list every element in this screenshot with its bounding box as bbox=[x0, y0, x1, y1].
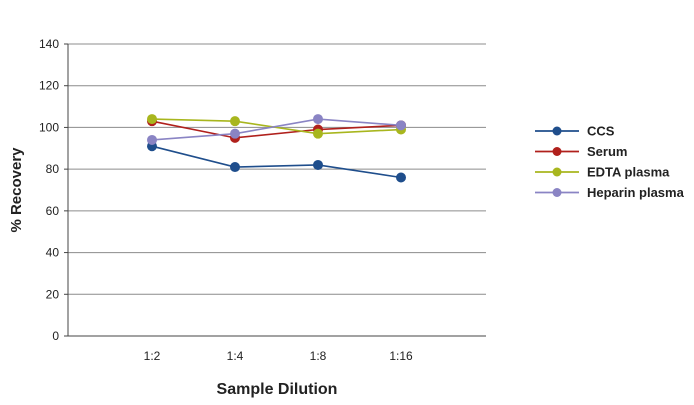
y-tick-label: 140 bbox=[39, 37, 59, 51]
y-tick-label: 40 bbox=[46, 246, 60, 260]
y-tick-label: 120 bbox=[39, 79, 59, 93]
legend-label: EDTA plasma bbox=[587, 165, 670, 180]
axes bbox=[64, 43, 486, 337]
legend-label: Heparin plasma bbox=[587, 185, 685, 200]
legend-item: Heparin plasma bbox=[535, 185, 685, 200]
x-tick-label: 1:4 bbox=[227, 349, 244, 363]
data-point bbox=[147, 114, 157, 125]
legend-marker bbox=[552, 126, 562, 136]
data-point bbox=[396, 120, 406, 131]
legend-item: Serum bbox=[535, 144, 627, 159]
y-tick-label: 100 bbox=[39, 120, 59, 134]
legend-item: CCS bbox=[535, 124, 615, 139]
y-tick-label: 0 bbox=[52, 329, 59, 343]
data-point bbox=[313, 128, 323, 139]
y-tick-label: 60 bbox=[46, 204, 60, 218]
y-tick-label: 20 bbox=[46, 287, 60, 301]
gridlines bbox=[68, 43, 486, 295]
series-line bbox=[151, 120, 402, 139]
series-line bbox=[151, 145, 402, 179]
series-heparin-plasma bbox=[147, 114, 406, 145]
x-tick-label: 1:16 bbox=[389, 349, 413, 363]
legend-item: EDTA plasma bbox=[535, 165, 670, 180]
legend-marker bbox=[552, 147, 562, 156]
series-line bbox=[151, 118, 402, 135]
data-point bbox=[230, 116, 240, 127]
legend-label: Serum bbox=[587, 144, 627, 159]
series-ccs bbox=[147, 141, 406, 183]
data-point bbox=[230, 162, 240, 173]
y-axis-title: % Recovery bbox=[8, 147, 25, 233]
data-point bbox=[230, 128, 240, 139]
data-point bbox=[313, 114, 323, 125]
legend-marker bbox=[552, 188, 562, 197]
x-tick-label: 1:8 bbox=[310, 349, 327, 363]
series-lines bbox=[147, 114, 406, 183]
x-tick-labels: 1:2 1:4 1:8 1:16 bbox=[144, 349, 413, 363]
y-tick-label: 80 bbox=[46, 162, 60, 176]
legend-label: CCS bbox=[587, 124, 615, 139]
data-point bbox=[396, 172, 406, 183]
data-point bbox=[147, 134, 157, 145]
x-tick-label: 1:2 bbox=[144, 349, 161, 363]
legend: CCS Serum EDTA plasma Heparin plasma bbox=[535, 124, 685, 200]
legend-marker bbox=[552, 167, 562, 177]
x-axis-title: Sample Dilution bbox=[217, 381, 338, 398]
series-line bbox=[151, 118, 402, 141]
y-tick-labels: 0 20 40 60 80 100 120 140 bbox=[39, 37, 59, 343]
data-point bbox=[313, 159, 323, 170]
series-edta-plasma bbox=[147, 114, 406, 139]
